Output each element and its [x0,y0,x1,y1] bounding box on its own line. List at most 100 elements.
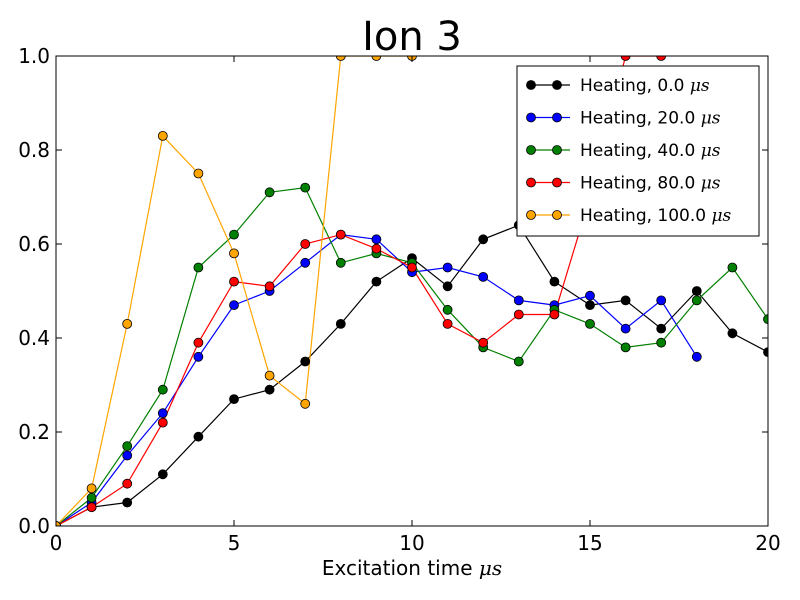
data-point-4 [86,483,97,494]
data-point-0 [549,276,560,287]
data-point-2 [193,262,204,273]
x-tick-label: 15 [577,531,602,555]
data-point-4 [371,56,382,61]
data-point-3 [407,262,417,273]
x-tick-label: 5 [228,531,241,555]
data-point-1 [371,234,382,245]
legend-label-4: Heating, 100.0 μs [580,206,732,226]
data-point-2 [122,441,133,452]
data-point-0 [300,356,311,367]
data-point-2 [585,318,595,329]
y-tick-label: 0.2 [18,420,50,444]
data-point-0 [157,469,168,480]
data-point-1 [300,257,311,268]
data-point-2 [727,262,738,273]
legend-marker-0 [526,80,536,90]
y-tick-label: 1.0 [18,44,50,68]
data-point-0 [335,318,346,329]
data-point-4 [300,398,311,409]
data-point-2 [513,356,524,367]
data-point-2 [157,384,168,395]
data-point-3 [478,337,489,348]
data-point-3 [264,281,275,292]
data-point-2 [335,257,346,268]
data-point-1 [193,351,204,362]
data-point-0 [585,300,595,311]
data-point-3 [620,56,631,61]
y-tick-label: 0.0 [18,514,50,538]
chart-title: Ion 3 [362,14,462,60]
data-point-4 [229,248,239,259]
legend-marker-0 [552,80,562,90]
x-axis-label: Excitation time μs [322,556,502,580]
data-point-2 [763,314,768,325]
data-point-0 [727,328,738,339]
data-point-0 [691,286,702,296]
data-point-0 [478,234,489,245]
data-point-1 [691,351,702,362]
data-point-3 [157,417,168,428]
data-point-0 [442,281,453,292]
data-point-0 [620,295,631,306]
data-point-1 [122,450,133,461]
data-point-2 [300,182,311,193]
y-tick-label: 0.6 [18,232,50,256]
data-point-4 [122,318,133,329]
data-point-4 [193,168,204,179]
data-point-2 [229,229,239,240]
data-point-3 [549,309,560,320]
data-point-3 [656,56,667,61]
y-tick-label: 0.4 [18,326,50,350]
data-point-0 [763,347,768,357]
tick-layer: 0 5 10 15 20 0.0 0.2 0.4 0.6 0.8 1.0 [18,44,781,555]
legend-label-1: Heating, 20.0 μs [580,109,721,129]
data-point-2 [691,295,702,306]
data-point-0 [656,323,667,334]
legend-marker-2 [552,145,562,155]
legend-marker-4 [526,210,536,220]
data-point-1 [513,295,524,306]
legend: Heating, 0.0 μs Heating, 20.0 μs Heating, … [516,65,760,237]
data-point-3 [193,337,204,348]
legend-marker-3 [526,177,536,188]
data-point-3 [300,239,311,249]
data-point-0 [371,276,382,287]
data-point-3 [335,229,346,240]
data-point-1 [585,290,595,301]
data-point-4 [264,370,275,381]
x-tick-label: 20 [755,531,780,555]
data-point-3 [86,502,97,513]
legend-label-0: Heating, 0.0 μs [580,76,710,96]
data-point-0 [122,497,133,508]
data-point-0 [229,394,239,405]
data-point-0 [193,431,204,442]
y-tick-label: 0.8 [18,138,50,162]
x-tick-label: 0 [50,531,63,555]
data-point-3 [371,243,382,254]
data-point-3 [229,276,239,287]
marker-layer [56,56,768,526]
data-point-3 [513,309,524,320]
legend-marker-1 [526,112,536,123]
legend-marker-4 [552,210,562,220]
data-point-1 [620,323,631,334]
data-point-1 [157,408,168,419]
data-point-1 [229,300,239,311]
data-point-2 [620,342,631,353]
data-point-2 [264,187,275,198]
data-point-3 [122,478,133,489]
legend-marker-3 [552,177,562,188]
data-point-2 [86,492,97,503]
data-point-2 [442,304,453,315]
legend-label-3: Heating, 80.0 μs [580,174,721,194]
data-point-4 [56,521,61,526]
legend-label-2: Heating, 40.0 μs [580,141,721,161]
legend-marker-1 [552,112,562,123]
data-point-0 [264,384,275,395]
data-point-4 [335,56,346,61]
data-point-1 [478,271,489,282]
data-point-4 [157,130,168,141]
data-point-2 [656,337,667,348]
data-point-3 [442,318,453,329]
